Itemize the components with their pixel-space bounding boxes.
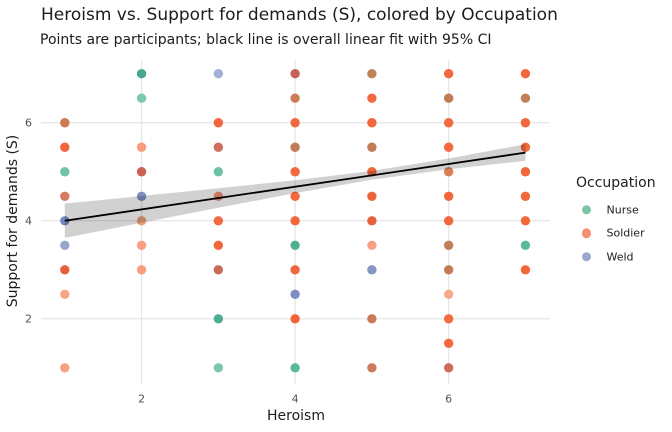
data-point: [520, 93, 531, 103]
data-point: [367, 93, 377, 103]
data-point: [60, 289, 70, 299]
x-tick-label: 4: [291, 392, 299, 405]
data-point: [136, 216, 147, 226]
chart-title: Heroism vs. Support for demands (S), col…: [41, 5, 558, 25]
fit-line: [64, 151, 526, 222]
data-point: [443, 363, 454, 373]
data-point: [290, 314, 300, 324]
legend-swatch-icon: [582, 251, 592, 262]
data-point: [60, 191, 70, 201]
data-point: [290, 240, 300, 250]
data-point: [213, 118, 224, 128]
data-point: [136, 191, 147, 201]
x-axis-title: Heroism: [267, 408, 325, 424]
data-point: [367, 240, 377, 250]
data-point: [520, 216, 531, 226]
data-point: [213, 216, 224, 226]
y-tick-label: 4: [25, 214, 32, 228]
data-point: [520, 265, 531, 275]
data-point: [290, 191, 300, 201]
data-point: [367, 191, 377, 201]
data-point: [520, 69, 531, 79]
data-point: [290, 93, 300, 103]
data-point: [213, 142, 224, 152]
ci-band: [64, 144, 526, 238]
data-point: [213, 240, 224, 250]
data-point: [213, 314, 224, 324]
data-point: [443, 93, 454, 103]
x-tick-label: 6: [445, 392, 453, 405]
legend-label: Weld: [606, 250, 634, 264]
data-point: [60, 363, 70, 373]
data-point: [443, 265, 454, 275]
data-point: [290, 69, 300, 79]
data-point: [443, 289, 454, 299]
data-point: [136, 69, 147, 79]
data-point: [443, 314, 454, 324]
data-point: [443, 338, 454, 349]
data-point: [443, 216, 454, 226]
data-point: [367, 142, 377, 152]
data-point: [60, 142, 70, 152]
data-point: [290, 363, 300, 373]
data-point: [290, 289, 300, 299]
data-point: [290, 216, 300, 226]
data-point: [443, 69, 454, 79]
x-axis-title-wrap: Heroism: [0, 408, 592, 424]
legend-label: Nurse: [606, 203, 639, 217]
data-point: [136, 240, 147, 250]
data-point: [213, 265, 224, 275]
data-point: [367, 265, 377, 275]
x-tick-label: 2: [138, 392, 146, 405]
legend-label: Soldier: [606, 226, 645, 240]
data-point: [367, 216, 377, 226]
data-point: [60, 118, 70, 128]
data-point: [367, 363, 377, 373]
data-point: [136, 167, 147, 177]
legend-swatch-icon: [582, 205, 592, 215]
data-point: [443, 167, 454, 177]
data-point: [136, 93, 147, 103]
data-point: [213, 363, 224, 373]
legend: Occupation Nurse Soldier Weld: [576, 175, 656, 263]
data-point: [520, 191, 531, 201]
data-point: [136, 265, 147, 275]
data-point: [213, 69, 224, 79]
data-point: [520, 118, 531, 128]
data-point: [367, 118, 377, 128]
data-point: [290, 167, 300, 177]
legend-title: Occupation: [576, 175, 656, 191]
y-tick-label: 6: [25, 116, 32, 130]
data-point: [443, 118, 454, 128]
data-point: [60, 265, 70, 275]
data-point: [443, 142, 454, 152]
data-point: [136, 142, 147, 152]
data-point: [60, 240, 70, 250]
chart-subtitle: Points are participants; black line is o…: [40, 31, 492, 48]
y-tick-label: 2: [25, 312, 32, 326]
data-point: [520, 142, 531, 152]
data-point: [367, 69, 377, 79]
data-point: [290, 118, 300, 128]
data-point: [290, 265, 300, 275]
data-point: [520, 167, 531, 177]
data-point: [443, 191, 454, 201]
data-point: [520, 240, 531, 250]
data-point: [213, 167, 224, 177]
data-point: [60, 167, 70, 177]
data-point: [290, 142, 300, 152]
data-point: [367, 314, 377, 324]
data-point: [443, 240, 454, 250]
legend-swatch-icon: [582, 228, 592, 238]
